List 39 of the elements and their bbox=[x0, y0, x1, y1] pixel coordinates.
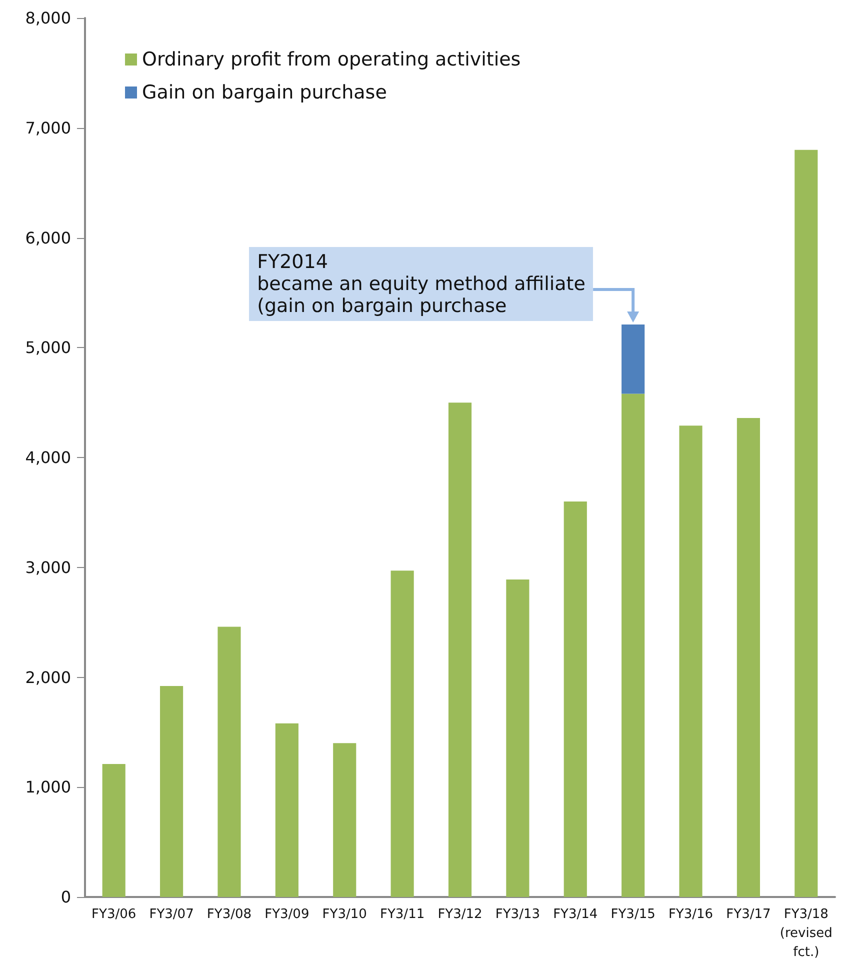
x-tick-label: FY3/13 bbox=[495, 907, 540, 922]
annotation: FY2014 became an equity method affiliate (gain on bargain purchase bbox=[249, 246, 594, 321]
y-tick-label: 2,000 bbox=[25, 668, 71, 687]
bar bbox=[506, 579, 530, 897]
x-tick-label: FY3/18 (revised fct.) bbox=[780, 907, 832, 960]
x-tick-label: FY3/14 bbox=[553, 907, 598, 922]
y-tick-label: 4,000 bbox=[25, 448, 71, 467]
bar bbox=[736, 418, 760, 897]
x-tick-label: FY3/08 bbox=[206, 907, 252, 922]
bar bbox=[622, 394, 645, 897]
bar bbox=[275, 723, 298, 897]
y-tick-label: 6,000 bbox=[25, 228, 71, 248]
y-tick-label: 5,000 bbox=[25, 338, 71, 358]
y-tick-label: 8,000 bbox=[25, 8, 71, 28]
y-tick-label: 0 bbox=[60, 888, 71, 906]
bar bbox=[160, 686, 184, 897]
x-tick-label: FY3/16 bbox=[668, 907, 714, 922]
bar bbox=[390, 570, 414, 897]
x-tick-label: FY3/10 bbox=[322, 907, 367, 922]
bar bbox=[218, 626, 241, 897]
y-tick-label: 3,000 bbox=[25, 558, 71, 577]
x-tick-label: FY3/06 bbox=[92, 907, 136, 922]
x-tick-label: FY3/11 bbox=[380, 907, 425, 922]
bar bbox=[448, 402, 472, 897]
bar bbox=[564, 501, 587, 897]
legend-label: Ordinary profit from operating activities bbox=[142, 48, 521, 70]
bar bbox=[794, 150, 818, 897]
x-tick-label: FY3/12 bbox=[438, 907, 482, 922]
bar bbox=[622, 324, 645, 394]
x-tick-label: FY3/17 bbox=[726, 907, 771, 922]
legend-label: Gain on bargain purchase bbox=[142, 82, 387, 104]
x-tick-label: FY3/09 bbox=[264, 907, 310, 922]
bar bbox=[679, 426, 702, 897]
x-tick-label: FY3/07 bbox=[149, 907, 194, 922]
bar bbox=[102, 764, 126, 897]
y-tick-label: 7,000 bbox=[25, 118, 71, 138]
y-tick-label: 1,000 bbox=[25, 778, 71, 797]
bar bbox=[333, 743, 356, 897]
x-tick-label: FY3/15 bbox=[610, 907, 656, 922]
